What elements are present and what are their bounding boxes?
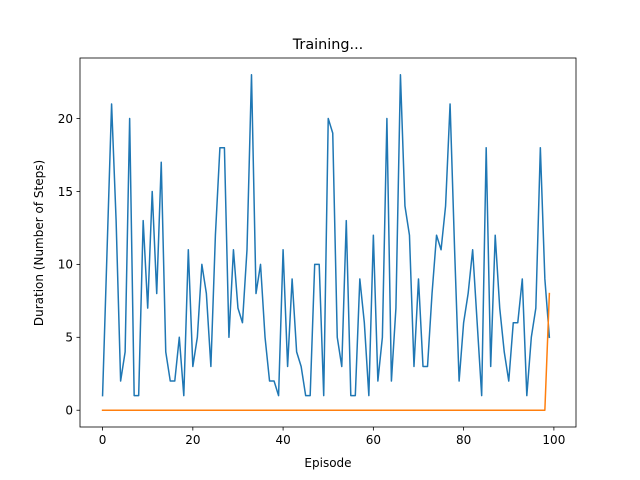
y-tick-label: 10 <box>58 258 73 272</box>
x-tick-label: 80 <box>456 433 471 447</box>
x-tick-label: 100 <box>542 433 565 447</box>
x-axis-label: Episode <box>304 456 351 470</box>
y-tick-label: 20 <box>58 112 73 126</box>
x-tick-label: 40 <box>275 433 290 447</box>
y-axis-label: Duration (Number of Steps) <box>32 160 46 326</box>
series-line-2 <box>101 292 551 411</box>
chart-title: Training... <box>292 37 364 53</box>
axes-frame <box>79 57 577 428</box>
y-tick-label: 0 <box>65 404 73 418</box>
plot-area: 0 20 40 60 80 100 0 5 10 15 20 <box>58 57 577 447</box>
y-tick-label: 15 <box>58 185 73 199</box>
y-tick-label: 5 <box>65 331 73 345</box>
x-tick-label: 20 <box>185 433 200 447</box>
series-line-1 <box>101 74 551 397</box>
x-tick-label: 0 <box>99 433 107 447</box>
x-tick-label: 60 <box>366 433 381 447</box>
